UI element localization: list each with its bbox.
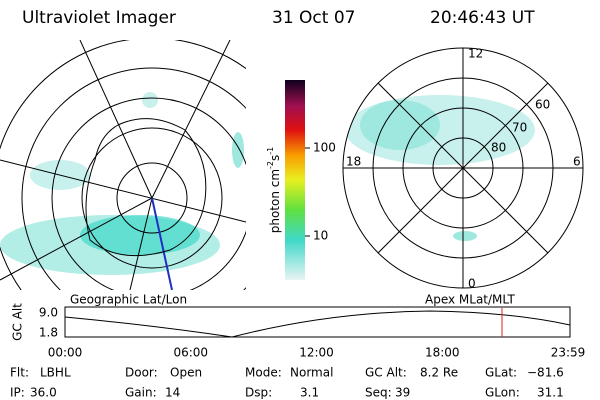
field-value: −81.6	[527, 366, 564, 380]
mlat-label: 60	[535, 98, 550, 112]
field-label: Dsp:	[245, 386, 272, 400]
geo-map	[0, 40, 246, 290]
field-label: GC Alt:	[365, 366, 407, 380]
field-value: 36.0	[30, 386, 57, 400]
mlt-label: 0	[468, 277, 476, 291]
field-value: Normal	[290, 366, 333, 380]
field-value: 14	[165, 386, 180, 400]
mlt-label: 12	[468, 47, 483, 61]
time: 20:46:43 UT	[430, 8, 535, 28]
field-value: 31.1	[537, 386, 564, 400]
mlat-label: 80	[491, 141, 506, 155]
colorbar	[285, 80, 305, 280]
field-label: Door:	[125, 366, 158, 380]
field-value: LBHL	[40, 366, 71, 380]
field-label: Seq:	[365, 386, 392, 400]
x-tick-label: 23:59	[551, 346, 586, 360]
geo-label: Geographic Lat/Lon	[70, 293, 187, 307]
x-tick-label: 18:00	[425, 346, 460, 360]
field-value: Open	[170, 366, 202, 380]
field-value: 39	[395, 386, 410, 400]
polar-map	[342, 47, 584, 289]
field-label: Gain:	[125, 386, 157, 400]
colorbar-unit: photon cm-2s-1	[266, 147, 282, 234]
colorbar-tick-label: 10	[313, 229, 328, 243]
altitude-plot	[64, 306, 571, 338]
y-axis-label: GC Alt	[11, 303, 25, 341]
field-value: 8.2 Re	[420, 366, 458, 380]
altitude-curve	[64, 310, 571, 338]
apex-label: Apex MLat/MLT	[425, 293, 515, 307]
field-label: Flt:	[10, 366, 29, 380]
y-tick-label: 9.0	[39, 306, 58, 320]
x-tick-label: 06:00	[173, 346, 208, 360]
field-value: 3.1	[300, 386, 319, 400]
field-label: Mode:	[245, 366, 282, 380]
mlt-label: 6	[573, 155, 581, 169]
field-label: GLon:	[485, 386, 520, 400]
date: 31 Oct 07	[272, 8, 355, 28]
x-tick-label: 12:00	[299, 346, 334, 360]
title: Ultraviolet Imager	[22, 8, 176, 28]
y-tick-label: 1.8	[39, 326, 58, 340]
colorbar-tick-label: 100	[313, 141, 336, 155]
mlat-label: 70	[512, 121, 527, 135]
mlt-label: 18	[346, 155, 361, 169]
x-tick-label: 00:00	[48, 346, 83, 360]
field-label: IP:	[10, 386, 25, 400]
field-label: GLat:	[485, 366, 517, 380]
